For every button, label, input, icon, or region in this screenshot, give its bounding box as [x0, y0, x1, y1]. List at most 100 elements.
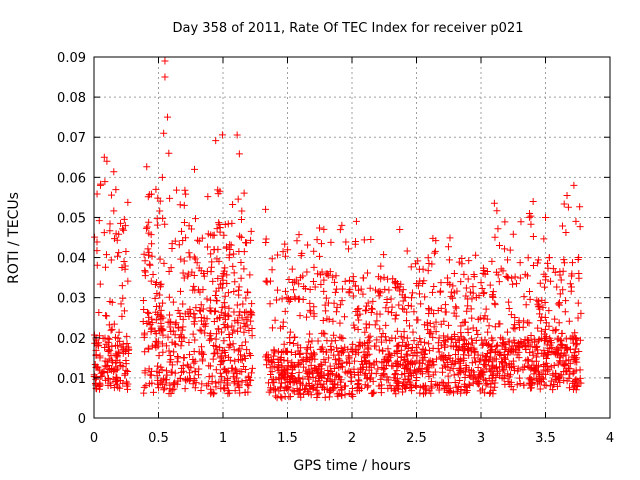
- data-point: [321, 330, 328, 337]
- data-point: [154, 222, 161, 229]
- data-point: [364, 270, 371, 277]
- data-point: [124, 278, 131, 285]
- data-point: [235, 196, 242, 203]
- data-point: [149, 253, 156, 260]
- data-point: [206, 337, 213, 344]
- data-point: [163, 376, 170, 383]
- data-point: [144, 245, 151, 252]
- x-tick-label: 1.5: [277, 431, 298, 446]
- data-point: [141, 267, 148, 274]
- data-point: [141, 384, 148, 391]
- data-point: [94, 262, 101, 269]
- data-point: [332, 356, 339, 363]
- data-point: [118, 264, 125, 271]
- data-point: [161, 74, 168, 81]
- data-point: [213, 336, 220, 343]
- data-point: [198, 380, 205, 387]
- y-tick-label: 0.01: [57, 372, 86, 387]
- data-point: [121, 258, 128, 265]
- data-point: [468, 315, 475, 322]
- data-point: [102, 312, 109, 319]
- data-point: [369, 306, 376, 313]
- data-point: [464, 326, 471, 333]
- data-point: [179, 300, 186, 307]
- data-point: [318, 330, 325, 337]
- data-point: [484, 329, 491, 336]
- data-point: [220, 232, 227, 239]
- data-point: [558, 276, 565, 283]
- data-point: [494, 225, 501, 232]
- data-point: [244, 289, 251, 296]
- data-point: [240, 329, 247, 336]
- data-point: [527, 221, 534, 228]
- data-point: [360, 274, 367, 281]
- data-point: [146, 261, 153, 268]
- data-point: [310, 248, 317, 255]
- data-point: [308, 337, 315, 344]
- data-point: [167, 352, 174, 359]
- data-point: [95, 309, 102, 316]
- data-point: [173, 187, 180, 194]
- data-point: [304, 241, 311, 248]
- data-point: [437, 279, 444, 286]
- data-point: [425, 254, 432, 261]
- data-point: [191, 348, 198, 355]
- data-point: [546, 254, 553, 261]
- data-point: [560, 256, 567, 263]
- data-point: [244, 322, 251, 329]
- data-point: [181, 258, 188, 265]
- data-point: [541, 284, 548, 291]
- data-point: [489, 293, 496, 300]
- data-point: [242, 339, 249, 346]
- data-point: [574, 340, 581, 347]
- data-point: [457, 278, 464, 285]
- y-axis-label: ROTI / TECUs: [6, 192, 22, 284]
- data-point: [501, 381, 508, 388]
- data-point: [156, 352, 163, 359]
- data-point: [353, 218, 360, 225]
- data-point: [396, 226, 403, 233]
- data-point: [287, 329, 294, 336]
- data-point: [365, 334, 372, 341]
- data-point: [310, 264, 317, 271]
- data-point: [556, 319, 563, 326]
- data-point: [542, 214, 549, 221]
- x-axis-label: GPS time / hours: [293, 458, 410, 474]
- data-point: [142, 257, 149, 264]
- data-point: [110, 168, 117, 175]
- data-point: [331, 300, 338, 307]
- data-point: [491, 234, 498, 241]
- data-point: [112, 186, 119, 193]
- data-point: [565, 204, 572, 211]
- data-point: [394, 328, 401, 335]
- data-point: [174, 353, 181, 360]
- data-point: [322, 394, 329, 401]
- data-point: [157, 256, 164, 263]
- data-point: [562, 308, 569, 315]
- data-point: [361, 329, 368, 336]
- data-point: [303, 268, 310, 275]
- data-point: [527, 296, 534, 303]
- data-point: [501, 245, 508, 252]
- data-point: [166, 312, 173, 319]
- data-point: [235, 378, 242, 385]
- data-point: [570, 182, 577, 189]
- data-point: [230, 288, 237, 295]
- data-point: [156, 207, 163, 214]
- data-point: [238, 207, 245, 214]
- data-point: [316, 225, 323, 232]
- data-point: [249, 365, 256, 372]
- data-point: [318, 240, 325, 247]
- data-point: [110, 207, 117, 214]
- data-point: [143, 320, 150, 327]
- data-point: [140, 318, 147, 325]
- data-point: [372, 321, 379, 328]
- data-point: [192, 215, 199, 222]
- data-point: [224, 390, 231, 397]
- data-point: [97, 182, 104, 189]
- y-tick-label: 0.06: [57, 171, 86, 186]
- data-point: [219, 284, 226, 291]
- data-point: [286, 339, 293, 346]
- data-point: [530, 198, 537, 205]
- data-point: [416, 290, 423, 297]
